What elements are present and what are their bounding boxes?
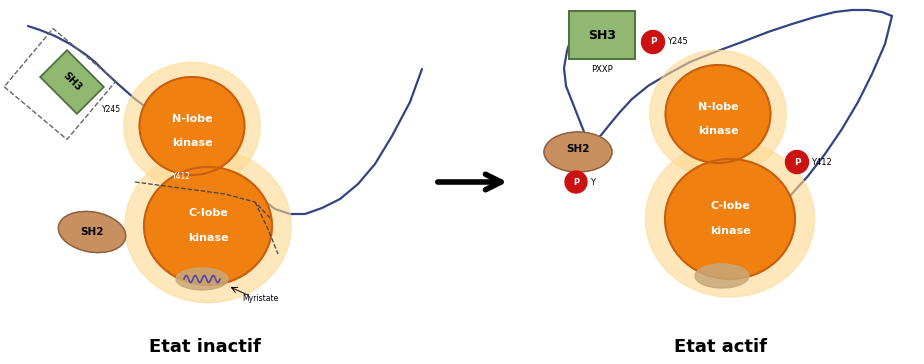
Text: Y: Y bbox=[590, 178, 595, 186]
Text: Etat inactif: Etat inactif bbox=[149, 338, 261, 356]
Text: kinase: kinase bbox=[172, 138, 213, 148]
Circle shape bbox=[785, 150, 808, 174]
Circle shape bbox=[565, 171, 587, 193]
Ellipse shape bbox=[124, 62, 261, 190]
Text: C-lobe: C-lobe bbox=[188, 208, 228, 218]
Text: Etat actif: Etat actif bbox=[674, 338, 767, 356]
Text: Y245: Y245 bbox=[667, 37, 688, 47]
Text: kinase: kinase bbox=[698, 126, 738, 136]
Circle shape bbox=[641, 31, 664, 54]
Ellipse shape bbox=[695, 264, 749, 288]
Ellipse shape bbox=[544, 132, 612, 172]
Ellipse shape bbox=[144, 167, 272, 285]
Text: Y412: Y412 bbox=[811, 158, 833, 166]
Ellipse shape bbox=[140, 77, 245, 175]
Text: Myristate: Myristate bbox=[242, 294, 278, 303]
Text: Y245: Y245 bbox=[102, 105, 121, 114]
Text: SH2: SH2 bbox=[80, 227, 103, 237]
Text: P: P bbox=[794, 158, 800, 166]
Text: SH3: SH3 bbox=[61, 71, 83, 93]
Text: N-lobe: N-lobe bbox=[698, 102, 738, 112]
FancyBboxPatch shape bbox=[40, 50, 103, 114]
Ellipse shape bbox=[650, 50, 786, 178]
Ellipse shape bbox=[176, 268, 228, 290]
Text: C-lobe: C-lobe bbox=[711, 201, 750, 211]
Ellipse shape bbox=[665, 159, 795, 279]
Text: Y412: Y412 bbox=[172, 172, 191, 181]
Text: P: P bbox=[573, 178, 579, 186]
Text: P: P bbox=[650, 37, 656, 47]
Ellipse shape bbox=[125, 149, 291, 303]
Text: PXXP: PXXP bbox=[591, 65, 613, 74]
Text: kinase: kinase bbox=[188, 233, 228, 243]
FancyBboxPatch shape bbox=[569, 11, 635, 59]
Ellipse shape bbox=[58, 211, 126, 253]
Ellipse shape bbox=[665, 65, 771, 163]
Text: N-lobe: N-lobe bbox=[172, 114, 213, 124]
Text: SH3: SH3 bbox=[588, 28, 616, 41]
Ellipse shape bbox=[646, 141, 814, 297]
Text: kinase: kinase bbox=[710, 226, 750, 236]
Text: SH2: SH2 bbox=[566, 144, 590, 154]
